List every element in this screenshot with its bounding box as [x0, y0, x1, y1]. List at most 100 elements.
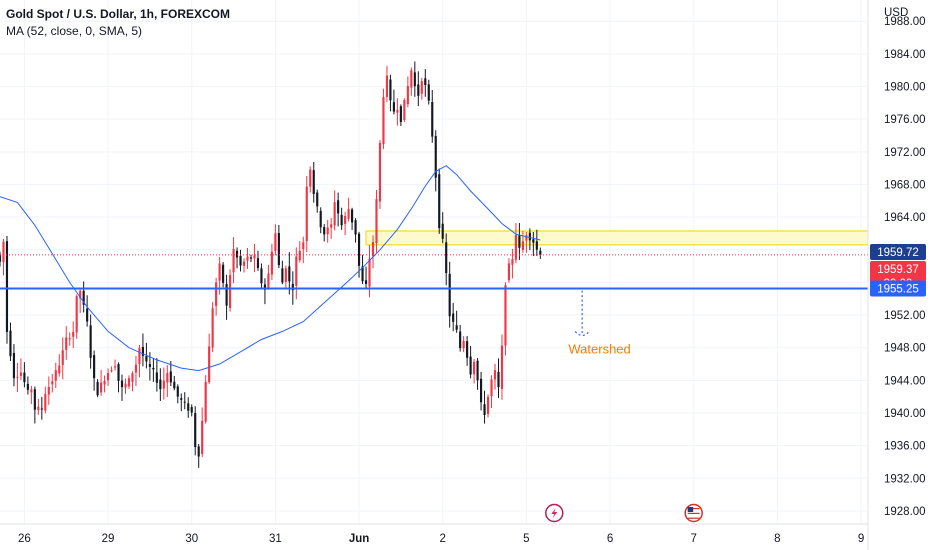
- candle-body: [479, 378, 483, 403]
- candle-body: [256, 258, 260, 269]
- time-axis[interactable]: 26 29 30 31 Jun 2 5 6 7 8 9: [18, 533, 864, 545]
- candle-body: [270, 251, 273, 275]
- candle-body: [452, 313, 455, 322]
- candle-body: [9, 330, 12, 357]
- candle-body: [117, 364, 120, 381]
- candle-body: [93, 355, 96, 379]
- price-label-bg: [870, 244, 926, 261]
- candle-body: [413, 72, 416, 87]
- candle-body: [145, 356, 148, 362]
- candle-body: [473, 361, 476, 375]
- candle-body: [166, 372, 169, 383]
- candle-body: [134, 364, 138, 373]
- price-label-bg: [870, 280, 926, 297]
- annotation-watershed: Watershed: [568, 341, 630, 356]
- candle-body: [354, 220, 357, 235]
- candle-body: [476, 360, 479, 381]
- candle-body: [215, 282, 218, 306]
- candle-body: [333, 202, 336, 226]
- candle-body: [507, 263, 511, 281]
- candle-body: [420, 81, 423, 94]
- flag-stripe: [687, 510, 700, 512]
- candle-body: [399, 106, 402, 122]
- candle-body: [532, 239, 535, 243]
- candle-body: [65, 337, 68, 350]
- candle-body: [500, 345, 504, 389]
- candle-body: [497, 371, 500, 388]
- candle-body: [204, 381, 207, 422]
- zone-rect: [365, 230, 869, 246]
- candle-body: [127, 378, 131, 387]
- candle-body: [511, 259, 514, 265]
- candlestick-series: [0, 61, 542, 468]
- candle-body: [382, 97, 385, 145]
- candle-body: [319, 210, 322, 228]
- candle-body: [201, 420, 204, 455]
- candle-body: [235, 250, 239, 258]
- time-tick-label: 7: [690, 533, 696, 545]
- candle-body: [232, 249, 235, 273]
- candle-body: [493, 370, 497, 380]
- candle-body: [389, 79, 392, 101]
- moving-average-series: [0, 165, 541, 372]
- candle-body: [385, 75, 389, 97]
- price-tick-label: 1988.00: [884, 16, 926, 28]
- candle-body: [396, 109, 399, 113]
- candle-body: [274, 233, 277, 251]
- candle-body: [403, 99, 406, 121]
- time-tick-label: 2: [440, 533, 446, 545]
- candle-body: [490, 379, 493, 397]
- candle-body: [211, 308, 214, 348]
- flag-stripe: [687, 512, 700, 514]
- us-flag-event-icon: [684, 503, 703, 523]
- lightning-event-icon: [545, 503, 564, 523]
- candle-body: [260, 268, 263, 284]
- candle-body: [448, 273, 451, 317]
- indicator-label[interactable]: MA (52, close, 0, SMA, 5): [6, 24, 143, 38]
- price-tick-label: 1980.00: [884, 82, 926, 94]
- candle-body: [249, 257, 253, 259]
- symbol-title[interactable]: Gold Spot / U.S. Dollar, 1h, FOREXCOM: [6, 7, 231, 21]
- candle-body: [54, 370, 57, 381]
- candle-body: [253, 255, 256, 259]
- candle-body: [350, 209, 354, 223]
- candle-body: [263, 284, 267, 290]
- flag-stripe: [687, 508, 700, 510]
- candle-body: [96, 381, 99, 396]
- candle-body: [120, 380, 124, 388]
- candle-body: [86, 308, 89, 322]
- time-tick-label: 30: [185, 533, 198, 545]
- chart-legend[interactable]: Gold Spot / U.S. Dollar, 1h, FOREXCOM MA…: [6, 6, 230, 40]
- candle-body: [187, 403, 190, 411]
- price-tick-label: 1936.00: [884, 441, 926, 453]
- candle-body: [23, 372, 26, 383]
- candle-body: [180, 398, 183, 400]
- candle-body: [197, 446, 200, 457]
- candle-body: [337, 200, 340, 214]
- time-tick-label: 8: [774, 533, 780, 545]
- candle-body: [347, 209, 350, 219]
- candle-body: [298, 250, 301, 261]
- price-tick-label: 1940.00: [884, 408, 926, 420]
- price-tick-label: 1976.00: [884, 114, 926, 126]
- candle-body: [525, 235, 528, 241]
- candle-body: [239, 255, 242, 266]
- candle-body: [406, 86, 409, 105]
- candle-body: [323, 227, 326, 235]
- candle-body: [225, 284, 228, 306]
- candle-body: [169, 371, 172, 383]
- candle-body: [378, 142, 382, 202]
- candle-body: [246, 256, 249, 261]
- candle-body: [44, 394, 47, 411]
- candle-body: [486, 396, 490, 415]
- candle-body: [340, 214, 343, 226]
- candle-body: [37, 406, 40, 411]
- time-tick-label: 6: [607, 533, 613, 545]
- candle-body: [528, 232, 531, 241]
- candle-body: [176, 386, 179, 397]
- candle-body: [103, 380, 106, 385]
- candle-body: [30, 389, 33, 393]
- ma-line: [0, 165, 541, 372]
